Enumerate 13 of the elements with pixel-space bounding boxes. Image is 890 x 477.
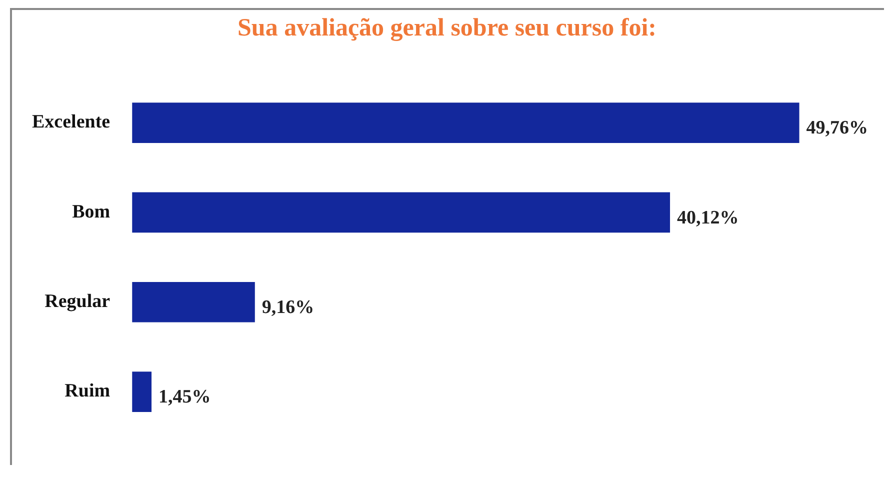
bar: [132, 372, 152, 412]
data-label: 49,76%: [806, 118, 868, 139]
bar: [132, 102, 800, 143]
y-tick-label: Regular: [44, 291, 111, 312]
y-tick-label: Excelente: [32, 112, 110, 133]
bar: [132, 282, 255, 322]
data-label: 9,16%: [262, 297, 314, 318]
data-label: 40,12%: [677, 207, 739, 228]
y-tick-label: Ruim: [64, 380, 110, 402]
y-tick-label: Bom: [72, 201, 110, 222]
bar: [132, 192, 670, 233]
data-label: 1,45%: [158, 386, 211, 408]
chart-title: Sua avaliação geral sobre seu curso foi:: [238, 14, 656, 42]
